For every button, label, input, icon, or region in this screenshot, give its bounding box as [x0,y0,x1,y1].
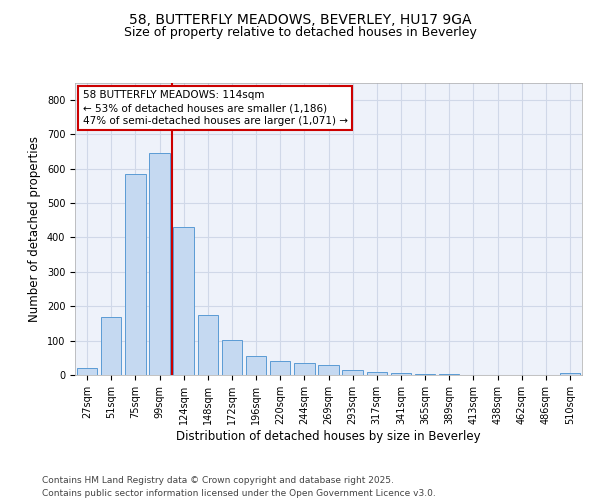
Bar [149,153,170,375]
Bar [197,315,218,375]
X-axis label: Distribution of detached houses by size in Beverley: Distribution of detached houses by size … [176,430,481,442]
Bar [391,374,411,375]
Bar [294,363,314,375]
Text: 58, BUTTERFLY MEADOWS, BEVERLEY, HU17 9GA: 58, BUTTERFLY MEADOWS, BEVERLEY, HU17 9G… [129,12,471,26]
Bar [221,340,242,375]
Bar [101,317,121,375]
Text: Size of property relative to detached houses in Beverley: Size of property relative to detached ho… [124,26,476,39]
Bar [415,374,436,375]
Bar [270,361,290,375]
Bar [173,227,194,375]
Bar [246,356,266,375]
Bar [560,374,580,375]
Bar [343,370,363,375]
Bar [318,366,339,375]
Bar [367,372,387,375]
Bar [77,368,97,375]
Text: 58 BUTTERFLY MEADOWS: 114sqm
← 53% of detached houses are smaller (1,186)
47% of: 58 BUTTERFLY MEADOWS: 114sqm ← 53% of de… [83,90,347,126]
Bar [125,174,146,375]
Y-axis label: Number of detached properties: Number of detached properties [28,136,41,322]
Text: Contains HM Land Registry data © Crown copyright and database right 2025.
Contai: Contains HM Land Registry data © Crown c… [42,476,436,498]
Bar [439,374,460,375]
